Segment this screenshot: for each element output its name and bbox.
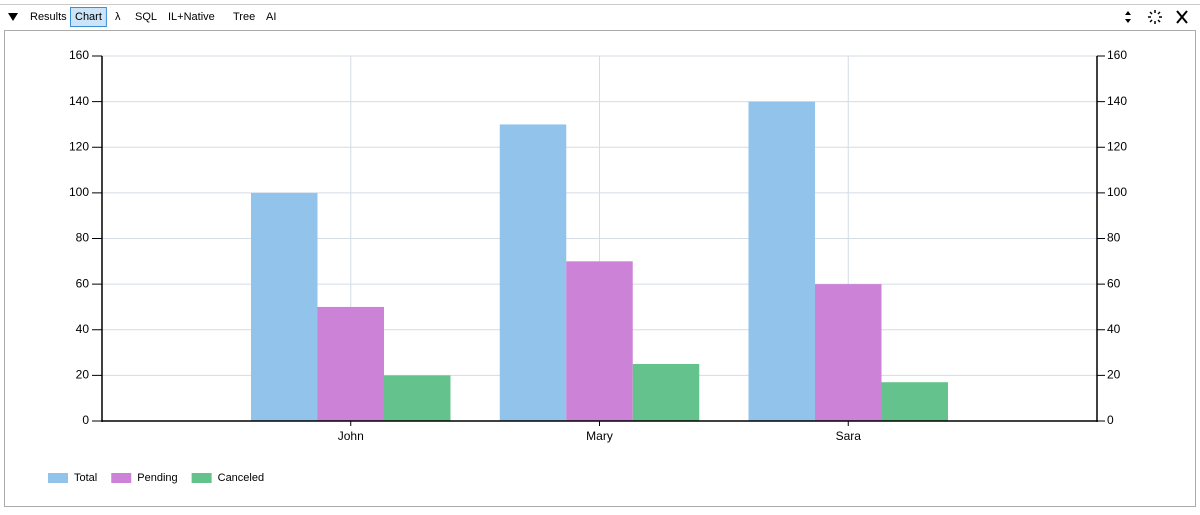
legend-swatch: [48, 473, 68, 483]
tab[interactable]: Tree: [233, 11, 255, 23]
y2-tick-label: 0: [1107, 413, 1114, 427]
tab[interactable]: IL+Native: [168, 11, 215, 23]
spinner-icon[interactable]: [1148, 10, 1162, 24]
y-tick-label: 80: [76, 231, 90, 245]
legend-label: Canceled: [218, 472, 264, 484]
bar: [566, 261, 633, 421]
bar: [384, 375, 451, 421]
y-tick-label: 120: [69, 139, 89, 153]
y2-tick-label: 20: [1107, 368, 1121, 382]
bar: [317, 306, 384, 421]
y-tick-label: 160: [69, 48, 89, 62]
sort-icon[interactable]: [1125, 11, 1131, 23]
bar: [499, 124, 567, 421]
y2-tick-label: 160: [1107, 48, 1127, 62]
chart: 0 20 40 60 80 100 120 140 160 0 20 40 60 80 100 120 140 1…: [48, 48, 1127, 484]
tab[interactable]: AI: [266, 11, 276, 23]
y-tick-label: 60: [76, 276, 90, 290]
y2-tick-label: 120: [1107, 139, 1127, 153]
y2-tick-label: 80: [1107, 231, 1121, 245]
y-tick-label: 20: [76, 368, 90, 382]
legend-swatch: [191, 473, 212, 483]
close-icon[interactable]: [1176, 10, 1188, 24]
chart-frame: [4, 30, 1196, 507]
tab[interactable]: λ: [115, 11, 121, 23]
tab[interactable]: Results: [30, 11, 67, 23]
bar: [251, 192, 318, 421]
bar: [881, 382, 948, 421]
y-tick-label: 40: [76, 322, 90, 336]
tab[interactable]: SQL: [135, 11, 157, 23]
legend-swatch: [111, 473, 132, 483]
y2-tick-label: 140: [1107, 94, 1127, 108]
y-tick-label: 140: [69, 94, 89, 108]
y-tick-label: 100: [69, 185, 89, 199]
y2-tick-label: 60: [1107, 276, 1121, 290]
legend-label: Total: [74, 472, 97, 484]
tab[interactable]: Chart: [75, 11, 102, 23]
selected-tab: [70, 7, 107, 27]
y2-tick-label: 40: [1107, 322, 1121, 336]
y-tick-label: 0: [82, 413, 89, 427]
bar: [748, 101, 815, 421]
bar: [815, 284, 882, 421]
tab-bar: Results Chart λ SQL IL+Native Tree AI: [30, 7, 276, 27]
y2-tick-label: 100: [1107, 185, 1127, 199]
x-tick-label: John: [338, 429, 364, 443]
x-tick-label: Mary: [586, 429, 613, 443]
legend-label: Pending: [137, 472, 177, 484]
bar: [632, 363, 700, 421]
x-tick-label: Sara: [836, 429, 862, 443]
collapse-icon[interactable]: [8, 13, 18, 21]
